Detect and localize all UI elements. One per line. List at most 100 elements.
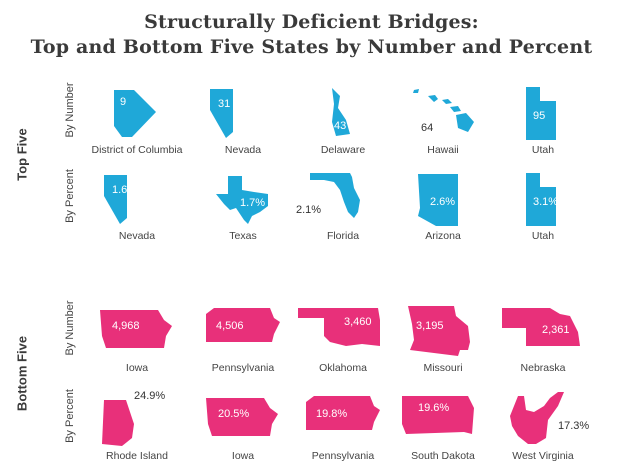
westvirginia-map-shape	[510, 392, 564, 444]
state-shape-utah	[526, 173, 556, 226]
row-label-1-0: By Number	[64, 300, 76, 356]
oklahoma-map-shape	[298, 308, 380, 346]
state-cell: 95 Utah	[488, 82, 598, 167]
state-name-label: Utah	[531, 144, 555, 156]
state-shape-pennsylvania	[306, 396, 380, 430]
state-shape-hawaii	[413, 89, 474, 132]
group-label-1: Bottom Five	[14, 335, 30, 412]
value-label: 17.3%	[558, 420, 590, 432]
value-label: 31	[218, 98, 231, 110]
state-cell: 19.6% South Dakota	[388, 388, 498, 473]
nebraska-map-shape	[502, 308, 580, 346]
state-name-label: Florida	[326, 230, 360, 242]
value-label: 9	[120, 96, 127, 108]
state-shape-oklahoma	[298, 308, 380, 346]
state-shape-dc	[114, 90, 156, 137]
iowa-map-shape	[100, 310, 172, 348]
value-label: 43	[334, 120, 347, 132]
state-cell: 19.8% Pennsylvania	[288, 388, 398, 473]
state-name-label: Arizona	[425, 230, 461, 242]
state-name-label: Iowa	[125, 362, 149, 374]
state-cell: 24.9% Rhode Island	[82, 388, 192, 473]
state-shape-arizona	[418, 174, 458, 226]
utah-map-shape	[526, 173, 556, 226]
state-cell: 4,506 Pennsylvania	[188, 300, 298, 385]
state-cell: 31 Nevada	[188, 82, 298, 167]
value-label: 2,361	[542, 324, 570, 336]
state-cell: 17.3% West Virginia	[488, 388, 598, 473]
state-shape-nevada	[210, 89, 233, 138]
state-shape-pennsylvania	[206, 308, 280, 342]
state-cell: 3,460 Oklahoma	[288, 300, 398, 385]
value-label: 1.7%	[240, 197, 266, 209]
state-cell: 4,968 Iowa	[82, 300, 192, 385]
state-name-label: Iowa	[231, 450, 255, 462]
state-cell: 2,361 Nebraska	[488, 300, 598, 385]
state-shape-florida	[310, 173, 360, 218]
missouri-map-shape	[408, 306, 470, 356]
state-shape-utah	[526, 87, 556, 140]
value-label: 64	[421, 122, 434, 134]
state-name-label: Nevada	[118, 230, 156, 242]
state-name-label: Nevada	[224, 144, 262, 156]
florida-map-shape	[310, 173, 360, 218]
state-cell: 1.6% Nevada	[82, 168, 192, 253]
state-cell: 1.7% Texas	[188, 168, 298, 253]
state-name-label: Utah	[531, 230, 555, 242]
value-label: 3,460	[344, 316, 372, 328]
state-name-label: Hawaii	[427, 144, 459, 156]
pennsylvania-map-shape	[206, 308, 280, 342]
value-label: 4,506	[216, 320, 244, 332]
state-cell: 2.6% Arizona	[388, 168, 498, 253]
state-shape-texas	[216, 176, 268, 224]
state-cell: 3,195 Missouri	[388, 300, 498, 385]
value-label: 20.5%	[218, 408, 250, 420]
value-label: 2.1%	[296, 204, 322, 216]
rhodeisland-map-shape	[102, 400, 134, 446]
value-label: 1.6%	[112, 184, 138, 196]
state-name-label: Missouri	[423, 362, 463, 374]
state-cell: 9 District of Columbia	[82, 82, 192, 167]
value-label: 4,968	[112, 320, 140, 332]
state-name-label: Pennsylvania	[211, 362, 275, 374]
state-name-label: South Dakota	[411, 450, 475, 462]
state-shape-westvirginia	[510, 392, 564, 444]
state-shape-iowa	[100, 310, 172, 348]
state-shape-iowa	[206, 398, 278, 436]
state-name-label: Nebraska	[520, 362, 566, 374]
state-name-label: District of Columbia	[91, 144, 183, 156]
iowa-map-shape	[206, 398, 278, 436]
state-name-label: Oklahoma	[319, 362, 367, 374]
state-name-label: West Virginia	[512, 450, 574, 462]
value-label: 2.6%	[430, 196, 456, 208]
pennsylvania-map-shape	[306, 396, 380, 430]
state-cell: 43 Delaware	[288, 82, 398, 167]
row-label-1-1: By Percent	[64, 389, 76, 443]
state-shape-rhodeisland	[102, 400, 134, 446]
texas-map-shape	[216, 176, 268, 224]
state-shape-missouri	[408, 306, 470, 356]
chart-title-line1: Structurally Deficient Bridges:	[144, 11, 479, 33]
row-label-0-1: By Percent	[64, 169, 76, 223]
state-cell: 64 Hawaii	[388, 82, 498, 167]
value-label: 19.6%	[418, 402, 450, 414]
state-shape-nebraska	[502, 308, 580, 346]
utah-map-shape	[526, 87, 556, 140]
state-name-label: Pennsylvania	[311, 450, 375, 462]
state-cell: 20.5% Iowa	[188, 388, 298, 473]
state-shape-delaware	[332, 88, 350, 136]
value-label: 24.9%	[134, 390, 166, 402]
state-shape-nevada	[104, 175, 127, 224]
state-cell: 2.1% Florida	[288, 168, 398, 253]
state-name-label: Texas	[229, 230, 257, 242]
southdakota-map-shape	[402, 396, 474, 434]
chart-title-line2: Top and Bottom Five States by Number and…	[30, 36, 593, 58]
row-label-0-0: By Number	[64, 82, 76, 138]
value-label: 19.8%	[316, 408, 348, 420]
state-name-label: Rhode Island	[106, 450, 168, 462]
value-label: 3,195	[416, 320, 444, 332]
value-label: 3.1%	[533, 196, 559, 208]
state-name-label: Delaware	[320, 144, 366, 156]
arizona-map-shape	[418, 174, 458, 226]
dc-map-shape	[114, 90, 156, 137]
